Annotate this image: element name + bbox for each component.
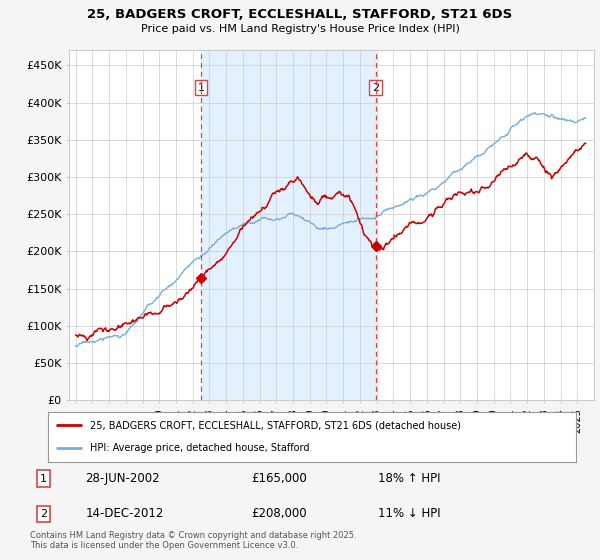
- Text: 14-DEC-2012: 14-DEC-2012: [85, 507, 164, 520]
- Text: £165,000: £165,000: [251, 472, 307, 485]
- Text: HPI: Average price, detached house, Stafford: HPI: Average price, detached house, Staf…: [90, 444, 310, 454]
- Text: 2: 2: [372, 83, 379, 92]
- Text: Price paid vs. HM Land Registry's House Price Index (HPI): Price paid vs. HM Land Registry's House …: [140, 24, 460, 34]
- Text: 25, BADGERS CROFT, ECCLESHALL, STAFFORD, ST21 6DS (detached house): 25, BADGERS CROFT, ECCLESHALL, STAFFORD,…: [90, 420, 461, 430]
- Text: 18% ↑ HPI: 18% ↑ HPI: [378, 472, 440, 485]
- Text: 28-JUN-2002: 28-JUN-2002: [85, 472, 160, 485]
- Text: 1: 1: [197, 83, 205, 92]
- Bar: [201, 50, 376, 400]
- Text: 25, BADGERS CROFT, ECCLESHALL, STAFFORD, ST21 6DS: 25, BADGERS CROFT, ECCLESHALL, STAFFORD,…: [88, 8, 512, 21]
- Text: Contains HM Land Registry data © Crown copyright and database right 2025.
This d: Contains HM Land Registry data © Crown c…: [30, 531, 356, 550]
- Text: 2: 2: [40, 508, 47, 519]
- Text: 1: 1: [40, 474, 47, 484]
- Text: 11% ↓ HPI: 11% ↓ HPI: [378, 507, 440, 520]
- Text: £208,000: £208,000: [251, 507, 307, 520]
